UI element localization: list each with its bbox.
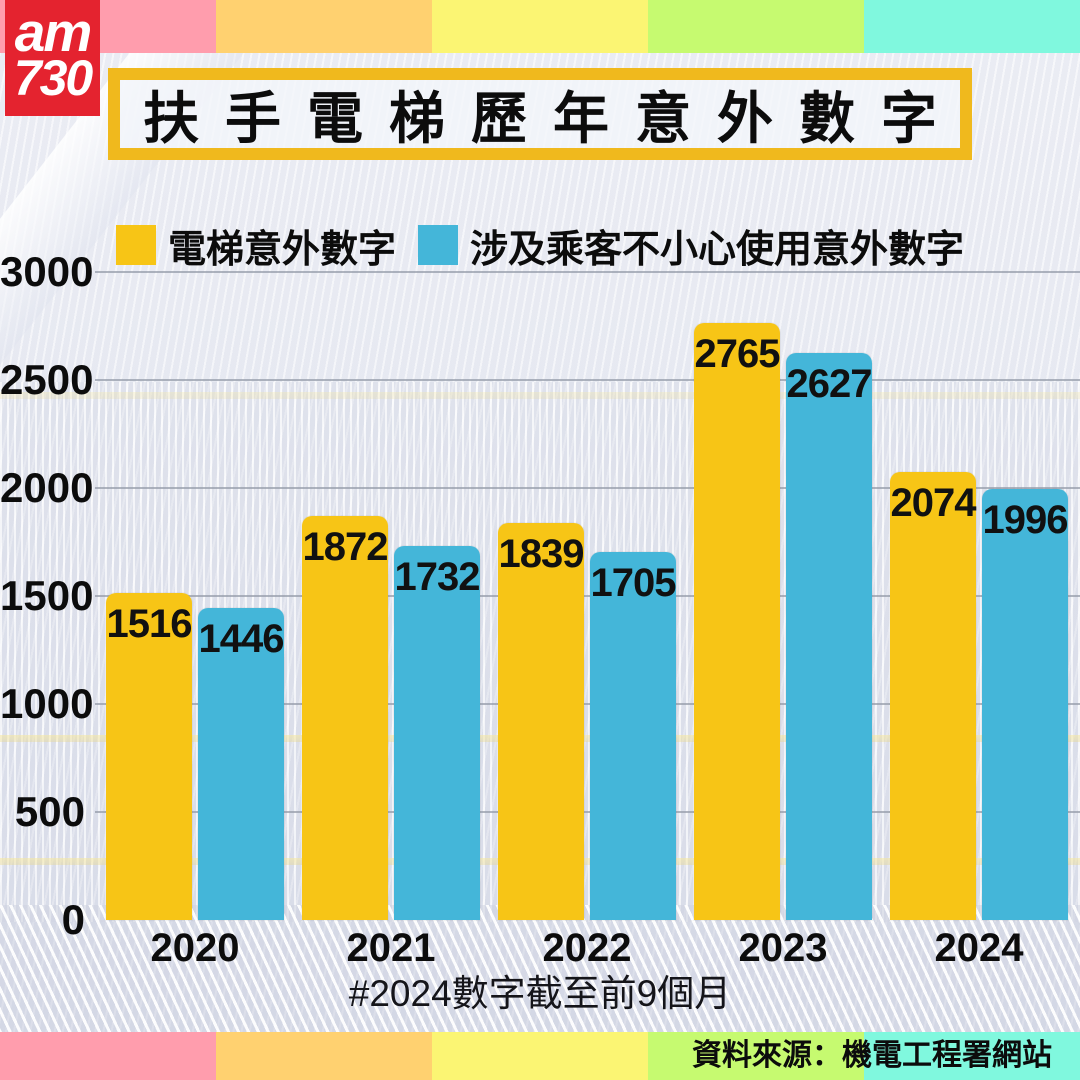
- step-edge-line: [0, 392, 1080, 399]
- gridline-3000: [95, 271, 1080, 273]
- bar-2021-series1: 1872: [302, 515, 389, 920]
- bar-2020-series2: 1446: [198, 607, 285, 920]
- legend-label: 電梯意外數字: [167, 228, 396, 271]
- x-axis-label-2024: 2024: [934, 926, 1024, 970]
- legend-label: 涉及乘客不小心使用意外數字: [470, 228, 965, 271]
- color-stripe: [864, 0, 1080, 53]
- y-axis-label-0: 0: [61, 896, 85, 943]
- color-stripe: [432, 0, 648, 53]
- bar-2024-series2: 1996: [982, 488, 1069, 920]
- color-stripe: [648, 1032, 864, 1080]
- color-stripe: [648, 0, 864, 53]
- color-stripe: [864, 1032, 1080, 1080]
- gridline-2000: [95, 487, 1080, 489]
- bottom-color-stripes: [0, 1032, 1080, 1080]
- bar-value-label: 1516: [106, 601, 193, 646]
- chart-footnote: #2024數字截至前9個月: [348, 973, 732, 1014]
- bar-2023-series2: 2627: [786, 352, 873, 920]
- gridline-1500: [95, 595, 1080, 597]
- color-stripe: [216, 0, 432, 53]
- bar-value-label: 1732: [394, 554, 481, 599]
- y-axis-label-3000: 3000: [0, 248, 94, 295]
- bar-2023-series1: 2765: [694, 322, 781, 920]
- y-axis-label-1000: 1000: [0, 680, 94, 727]
- legend-swatch-icon: [418, 225, 458, 265]
- bar-2021-series2: 1732: [394, 545, 481, 920]
- page-title: 扶手電梯歷年意外數字: [143, 86, 963, 150]
- legend-item: 電梯意外數字: [115, 218, 396, 273]
- bar-2024-series1: 2074: [890, 472, 976, 920]
- y-axis-label-2000: 2000: [0, 464, 94, 511]
- bar-value-label: 1839: [498, 531, 585, 576]
- color-stripe: [216, 1032, 432, 1080]
- legend-swatch-icon: [115, 225, 156, 265]
- color-stripe: [432, 1032, 648, 1080]
- bar-2020-series1: 1516: [106, 592, 193, 920]
- bar-value-label: 1996: [982, 497, 1069, 542]
- chart-legend: 電梯意外數字 涉及乘客不小心使用意外數字: [0, 222, 1080, 271]
- y-axis-label-500: 500: [14, 788, 85, 835]
- x-axis-label-2022: 2022: [542, 926, 632, 970]
- data-source: 資料來源：機電工程署網站: [692, 1039, 1052, 1072]
- logo-text-730: 730: [13, 50, 93, 107]
- bar-2022-series1: 1839: [498, 522, 585, 920]
- bar-value-label: 2765: [694, 331, 781, 376]
- y-axis-label-2500: 2500: [0, 356, 94, 403]
- legend-item: 涉及乘客不小心使用意外數字: [418, 218, 964, 273]
- bar-value-label: 2627: [786, 361, 873, 406]
- title-box: 扶手電梯歷年意外數字: [108, 68, 972, 160]
- bar-value-label: 2074: [890, 481, 977, 526]
- color-stripe: [0, 1032, 216, 1080]
- logo-text-am: am: [14, 1, 93, 63]
- gridline-2500: [95, 379, 1080, 381]
- x-axis-label-2023: 2023: [738, 926, 828, 970]
- x-axis-label-2020: 2020: [150, 926, 240, 970]
- background-lower-steps: [0, 905, 1080, 1035]
- gridline-1000: [95, 703, 1080, 705]
- bar-value-label: 1705: [590, 560, 677, 605]
- am730-logo: am 730: [5, 0, 100, 116]
- bar-value-label: 1872: [302, 524, 389, 569]
- y-axis-label-1500: 1500: [0, 572, 94, 619]
- bar-value-label: 1446: [198, 616, 285, 661]
- x-axis-label-2021: 2021: [346, 926, 436, 970]
- bar-2022-series2: 1705: [590, 551, 677, 920]
- gridline-500: [95, 811, 1080, 813]
